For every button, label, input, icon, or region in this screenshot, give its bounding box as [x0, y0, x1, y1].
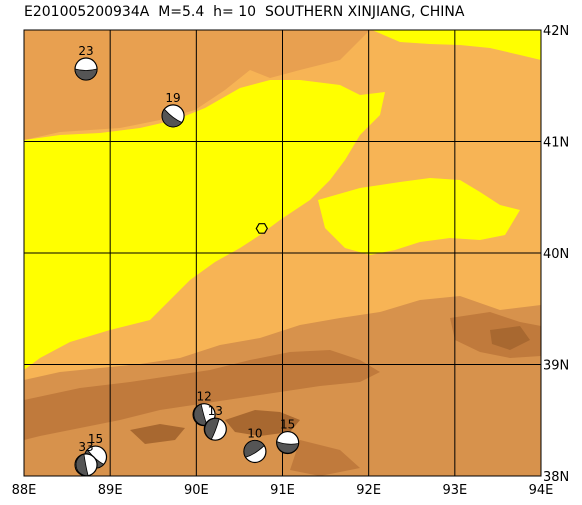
lon-tick-label: 92E — [356, 483, 381, 498]
lon-tick-label: 94E — [529, 483, 554, 498]
terrain-dark-patch-1 — [24, 350, 380, 440]
mechanism-depth-label: 12 — [196, 390, 211, 404]
lat-tick-label: 41N — [543, 136, 569, 151]
map-title: E201005200934A M=5.4 h= 10 SOUTHERN XINJ… — [24, 4, 465, 20]
lon-tick-label: 88E — [12, 483, 37, 498]
beachball-compression-quadrant — [75, 453, 89, 477]
axis-tick-labels: 88E 89E 90E 91E 92E 93E 94E 42N 41N 40N 39N 38N — [12, 24, 570, 498]
lon-tick-label: 90E — [184, 483, 209, 498]
mechanism-depth-label: 15 — [88, 432, 103, 446]
lon-tick-label: 91E — [270, 483, 295, 498]
beachball-compression-quadrant — [276, 441, 300, 454]
focal-mechanism: 10 — [243, 426, 267, 464]
lon-tick-label: 89E — [98, 483, 123, 498]
hexagon-icon — [255, 223, 268, 234]
focal-mechanism: 13 — [203, 404, 227, 441]
focal-mechanism: 19 — [161, 91, 185, 128]
terrain-dark-patch-4 — [130, 424, 185, 444]
beachball-compression-quadrant — [193, 403, 208, 426]
lat-tick-label: 38N — [543, 470, 569, 485]
beachball-compression-quadrant — [74, 68, 98, 81]
lat-tick-label: 40N — [543, 247, 569, 262]
terrain-yellow-desert — [24, 80, 385, 370]
terrain-dark-patch-6 — [290, 440, 360, 476]
beachball-compression-quadrant — [204, 417, 220, 440]
terrain-dark-patch-5 — [490, 326, 530, 350]
lat-tick-label: 42N — [543, 24, 569, 39]
mechanism-depth-label: 19 — [165, 91, 180, 105]
mechanism-depth-label: 10 — [247, 426, 262, 440]
beachball-compression-quadrant — [161, 108, 183, 128]
terrain-dark-patch-3 — [225, 410, 300, 436]
lat-tick-label: 39N — [543, 359, 569, 374]
focal-mechanism: 15 — [276, 418, 300, 455]
epicenter-marker — [255, 223, 268, 234]
map-frame — [23, 29, 542, 477]
graticule — [24, 30, 541, 476]
mechanism-depth-label: 33 — [78, 440, 93, 454]
mechanism-depth-label: 13 — [208, 404, 223, 418]
beachball-compression-quadrant — [243, 440, 265, 458]
terrain-yellow-northeast — [372, 30, 541, 60]
mechanism-depth-label: 15 — [280, 418, 295, 432]
focal-mechanism: 33 — [74, 440, 98, 477]
lon-tick-label: 93E — [442, 483, 467, 498]
focal-mechanism: 23 — [74, 44, 98, 81]
mechanism-depth-label: 23 — [78, 44, 93, 58]
